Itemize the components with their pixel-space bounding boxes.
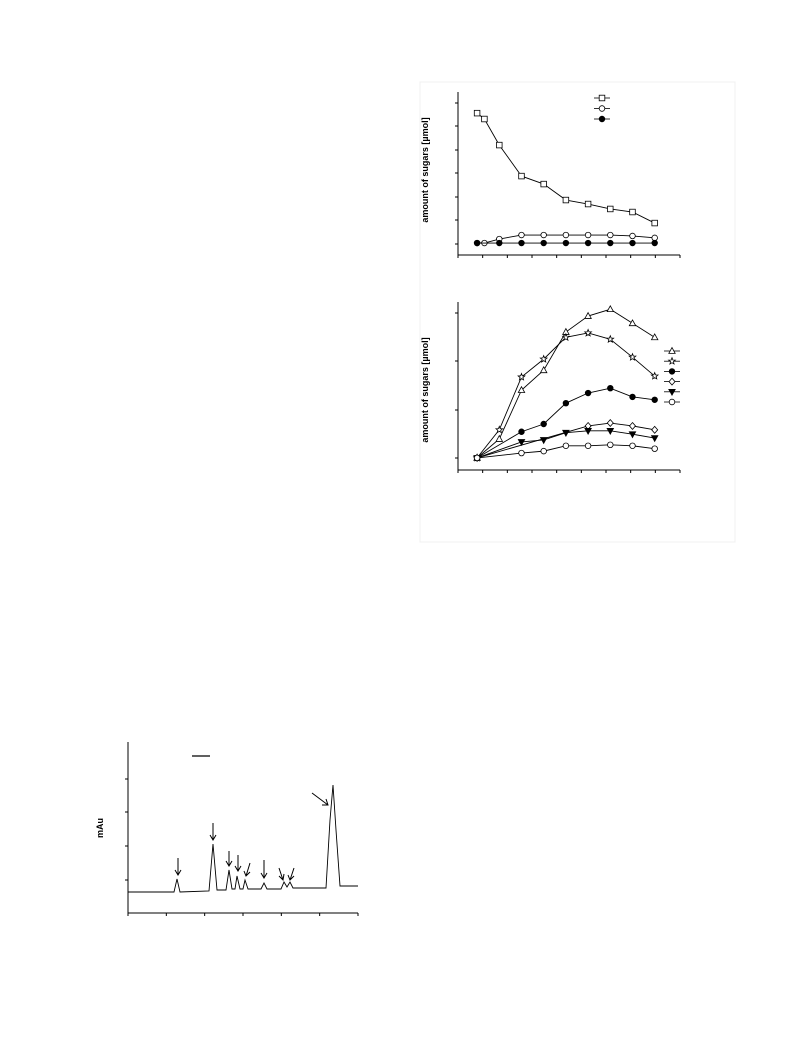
data-point <box>584 231 592 239</box>
data-point <box>540 239 547 247</box>
data-point <box>650 435 659 443</box>
data-point <box>473 239 481 247</box>
data-point <box>629 232 636 240</box>
peak-arrows <box>174 792 329 882</box>
data-point <box>473 109 481 117</box>
data-point <box>651 396 658 403</box>
y-axis-label: amount of sugars [µmol] <box>420 117 430 222</box>
data-point <box>540 231 547 239</box>
data-point <box>629 208 636 216</box>
data-point <box>539 354 549 363</box>
data-point <box>606 419 614 428</box>
data-point <box>518 239 525 247</box>
data-point <box>629 442 636 449</box>
data-point <box>495 434 504 442</box>
data-point <box>651 445 658 452</box>
data-point <box>606 305 615 313</box>
legend-marker <box>668 398 676 406</box>
series-line <box>476 112 655 224</box>
data-point <box>607 205 614 213</box>
data-point <box>629 239 636 247</box>
data-point <box>562 442 570 449</box>
data-point <box>628 352 637 361</box>
data-point <box>584 200 592 208</box>
data-point <box>650 371 660 380</box>
legend-marker <box>668 346 676 354</box>
legend-marker <box>598 105 606 112</box>
data-point <box>562 399 570 407</box>
legend-marker <box>668 388 676 397</box>
series-line <box>128 784 358 893</box>
data-point <box>651 219 658 227</box>
data-point <box>518 449 525 457</box>
data-point <box>607 384 614 392</box>
data-point <box>496 239 503 247</box>
data-point <box>562 231 570 239</box>
data-point <box>651 239 658 247</box>
data-point <box>539 366 548 374</box>
data-point <box>584 311 592 319</box>
data-point <box>540 420 547 428</box>
data-point <box>651 425 659 434</box>
data-point <box>539 437 548 445</box>
data-point <box>607 239 614 247</box>
data-point <box>540 180 547 188</box>
data-point <box>651 234 658 242</box>
series-line <box>477 234 655 244</box>
data-point <box>496 141 503 149</box>
data-point <box>605 334 615 344</box>
legend-marker <box>668 377 676 386</box>
data-point <box>606 427 615 436</box>
data-point <box>540 447 547 455</box>
y-axis-label: mAu <box>95 818 105 838</box>
y-axis-label: amount of sugars [µmol] <box>420 337 430 442</box>
data-point <box>518 231 525 239</box>
data-point <box>628 421 637 430</box>
series-line <box>476 387 655 459</box>
data-point <box>481 115 488 123</box>
data-point <box>584 427 592 436</box>
legend-marker <box>668 368 676 375</box>
legend-marker <box>598 115 606 123</box>
data-point <box>517 372 526 381</box>
series-line <box>476 430 655 459</box>
legend-marker <box>667 356 677 365</box>
data-point <box>517 439 526 447</box>
data-point <box>628 319 637 327</box>
legend-marker <box>598 94 606 102</box>
data-point <box>562 239 570 247</box>
data-point <box>628 431 637 439</box>
series-line <box>477 444 655 459</box>
data-point <box>562 429 570 437</box>
data-point <box>629 393 636 401</box>
data-point <box>494 425 504 434</box>
data-point <box>650 333 659 341</box>
data-point <box>473 454 481 462</box>
data-point <box>518 172 525 180</box>
data-point <box>517 385 526 393</box>
data-point <box>583 328 593 337</box>
data-point <box>561 332 571 342</box>
figure-frame <box>419 81 736 543</box>
data-point <box>607 231 614 239</box>
data-point <box>584 239 592 247</box>
data-point <box>518 428 525 435</box>
data-point <box>584 442 592 449</box>
data-point <box>584 389 592 397</box>
data-point <box>562 196 570 204</box>
data-point <box>607 441 614 449</box>
